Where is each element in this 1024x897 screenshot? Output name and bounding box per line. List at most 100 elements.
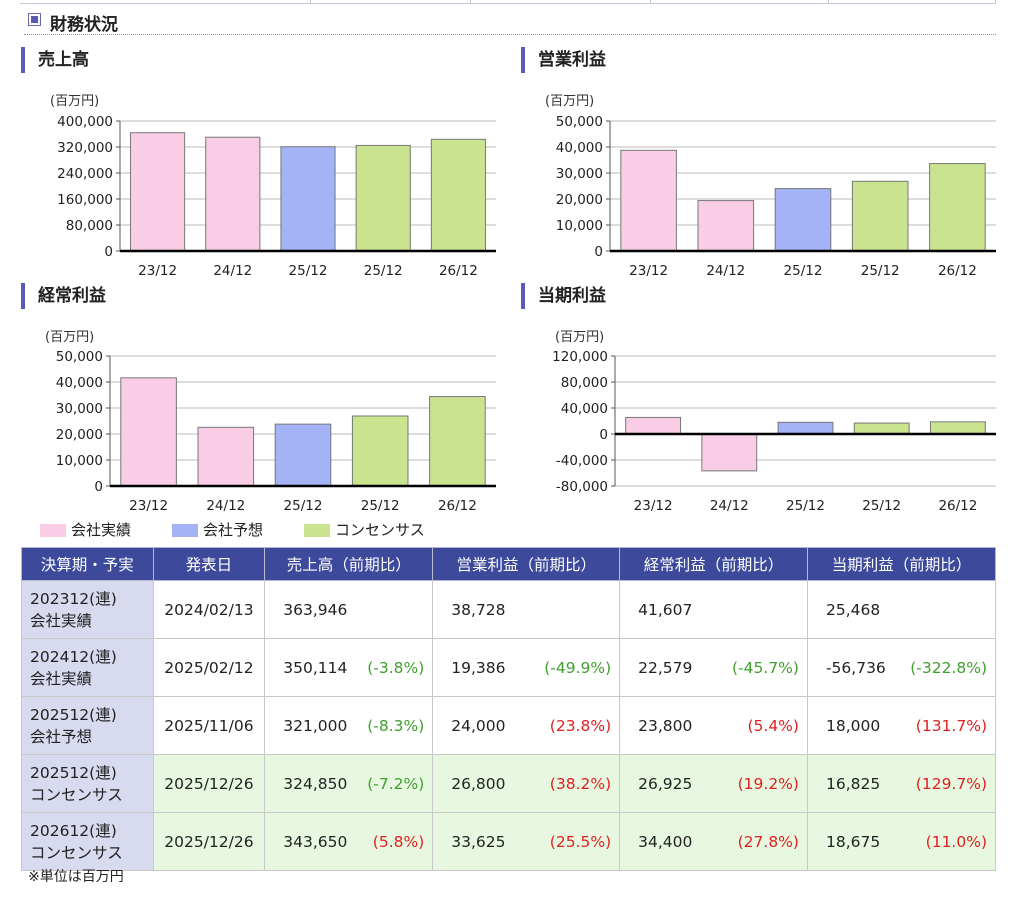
- period-kind: コンセンサス: [30, 785, 123, 804]
- row-ord: 22,579 (-45.7%): [619, 638, 808, 697]
- ord-value: 22,579: [638, 658, 693, 677]
- y-tick-label: 160,000: [57, 192, 113, 208]
- period-label: 202412(連): [30, 647, 117, 666]
- bar: [774, 188, 832, 252]
- op-value: 38,728: [451, 600, 506, 619]
- net-value: 18,675: [825, 832, 881, 851]
- y-tick-label: 40,000: [56, 375, 103, 391]
- bar: [351, 415, 409, 487]
- section-header: 財務状況: [24, 10, 996, 35]
- row-op: 24,000 (23.8%): [432, 696, 621, 755]
- x-tick-label: 24/12: [213, 263, 252, 279]
- op-value: 33,625: [451, 832, 506, 851]
- net-change: (131.7%): [915, 716, 987, 735]
- charts-canvas: (百万円) 0 80,000 160,000 240,000 320,000 400,000…: [45, 94, 996, 514]
- net-value: 25,468: [825, 600, 881, 619]
- bar: [697, 200, 755, 252]
- chart-unit-label: (百万円): [45, 330, 94, 345]
- x-tick-label: 26/12: [439, 263, 478, 279]
- x-tick-label: 25/12: [289, 263, 328, 279]
- y-tick-label: 80,000: [66, 218, 113, 234]
- row-sales: 321,000 (-8.3%): [264, 696, 434, 755]
- bar: [625, 416, 682, 435]
- bar: [355, 144, 411, 252]
- net-change: (11.0%): [925, 832, 987, 851]
- row-sales: 343,650 (5.8%): [264, 812, 434, 871]
- net-value: -56,736: [825, 658, 886, 677]
- bar: [205, 136, 261, 252]
- legend-swatch-forecast: [172, 524, 198, 537]
- table-row: 202612(連) コンセンサス 2025/12/26 343,650 (5.8%) 33…: [21, 812, 997, 871]
- legend-label-consensus: コンセンサス: [335, 521, 425, 539]
- row-date: 2024/02/13: [152, 580, 266, 639]
- chart-title-sales: 売上高: [21, 47, 89, 73]
- period-kind: 会社実績: [30, 611, 93, 630]
- y-tick-label: 320,000: [57, 140, 113, 156]
- y-tick-label: 30,000: [56, 401, 103, 417]
- footnote: ※単位は百万円: [28, 869, 124, 885]
- y-tick-label: 10,000: [56, 453, 103, 469]
- bar: [274, 423, 332, 487]
- row-period: 202512(連) 会社予想: [21, 696, 154, 755]
- bar: [620, 149, 677, 252]
- y-tick-label: -80,000: [556, 479, 608, 495]
- row-ord: 34,400 (27.8%): [619, 812, 808, 871]
- sales-change: (5.8%): [372, 832, 425, 851]
- row-net: -56,736 (-322.8%): [806, 638, 997, 697]
- y-tick-label: 40,000: [556, 140, 603, 156]
- row-period: 202512(連) コンセンサス: [21, 754, 154, 813]
- sales-change: (-3.8%): [367, 658, 425, 677]
- y-tick-label: -40,000: [556, 453, 608, 469]
- row-date: 2025/12/26: [152, 754, 266, 813]
- sales-change: (-7.2%): [367, 774, 425, 793]
- bar: [853, 422, 910, 435]
- chart-title-ordinary-profit: 経常利益: [21, 283, 106, 309]
- row-ord: 23,800 (5.4%): [619, 696, 808, 755]
- x-tick-label: 24/12: [710, 498, 749, 514]
- section-title: 財務状況: [50, 15, 118, 35]
- ord-change: (19.2%): [737, 774, 799, 793]
- net-change: (129.7%): [915, 774, 987, 793]
- sales-value: 321,000: [283, 716, 348, 735]
- row-net: 25,468: [806, 580, 997, 639]
- legend-label-forecast: 会社予想: [203, 521, 264, 539]
- ord-value: 26,925: [638, 774, 693, 793]
- y-tick-label: 10,000: [556, 218, 603, 234]
- x-tick-label: 26/12: [938, 263, 977, 279]
- header-net-profit: 当期利益（前期比）: [806, 547, 997, 581]
- period-kind: コンセンサス: [30, 843, 123, 862]
- sales-value: 343,650: [283, 832, 348, 851]
- x-tick-label: 25/12: [786, 498, 825, 514]
- bar: [701, 433, 758, 472]
- ord-value: 23,800: [638, 716, 693, 735]
- period-kind: 会社予想: [30, 727, 93, 746]
- ord-change: (27.8%): [737, 832, 799, 851]
- net-value: 18,000: [825, 716, 881, 735]
- chart-unit-label: (百万円): [545, 94, 594, 109]
- ord-value: 34,400: [638, 832, 693, 851]
- row-sales: 363,946: [264, 580, 434, 639]
- period-label: 202512(連): [30, 705, 117, 724]
- x-tick-label: 23/12: [634, 498, 673, 514]
- row-date: 2025/12/26: [152, 812, 266, 871]
- period-label: 202512(連): [30, 763, 117, 782]
- sales-value: 350,114: [283, 658, 348, 677]
- ord-change: (-45.7%): [732, 658, 799, 677]
- y-tick-label: 400,000: [57, 114, 113, 130]
- y-tick-label: 50,000: [56, 349, 103, 365]
- x-tick-label: 26/12: [438, 498, 477, 514]
- row-op: 26,800 (38.2%): [432, 754, 621, 813]
- period-label: 202312(連): [30, 589, 117, 608]
- square-bullet-icon: [28, 13, 41, 26]
- y-tick-label: 20,000: [556, 192, 603, 208]
- sales-change: (-8.3%): [367, 716, 425, 735]
- bar: [197, 426, 255, 487]
- net-change: (-322.8%): [910, 658, 987, 677]
- y-tick-label: 30,000: [556, 166, 603, 182]
- bar: [929, 421, 986, 435]
- row-sales: 324,850 (-7.2%): [264, 754, 434, 813]
- y-tick-label: 0: [594, 244, 603, 260]
- legend-swatch-consensus: [304, 524, 330, 537]
- table-row: 202312(連) 会社実績 2024/02/13 363,946 38,728 41,6…: [21, 580, 997, 639]
- row-ord: 41,607: [619, 580, 808, 639]
